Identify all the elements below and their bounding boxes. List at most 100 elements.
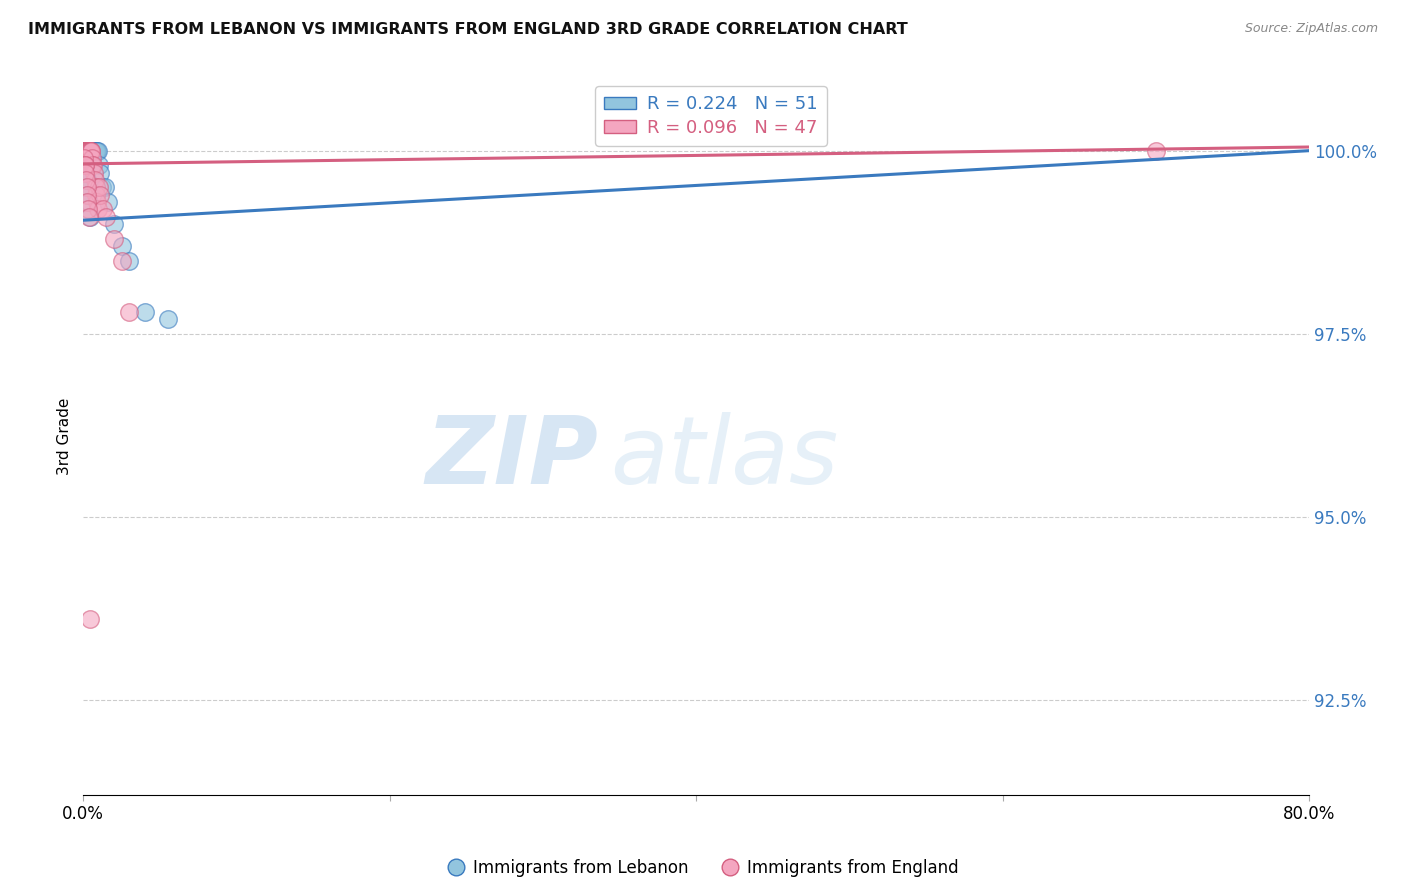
Point <box>110 253 132 268</box>
Point <box>76 144 98 158</box>
Point <box>80 144 103 158</box>
Point <box>87 202 110 217</box>
Point <box>80 144 103 158</box>
Point <box>75 158 97 172</box>
Point <box>134 305 156 319</box>
Text: Source: ZipAtlas.com: Source: ZipAtlas.com <box>1244 22 1378 36</box>
Point <box>77 144 100 158</box>
Point <box>83 166 105 180</box>
Point <box>79 144 101 158</box>
Point <box>91 202 114 217</box>
Point <box>73 151 96 165</box>
Point <box>75 173 97 187</box>
Point <box>75 144 97 158</box>
Point <box>76 173 98 187</box>
Point <box>76 144 98 158</box>
Point <box>79 144 101 158</box>
Point <box>73 144 96 158</box>
Point <box>76 144 98 158</box>
Point <box>86 187 108 202</box>
Point <box>77 144 100 158</box>
Point <box>89 187 111 202</box>
Point <box>73 151 96 165</box>
Point <box>82 144 104 158</box>
Text: ZIP: ZIP <box>425 412 598 504</box>
Point <box>75 144 97 158</box>
Point <box>1144 144 1167 158</box>
Point <box>77 144 100 158</box>
Point <box>79 144 101 158</box>
Point <box>79 612 101 626</box>
Point <box>86 144 108 158</box>
Point <box>76 173 98 187</box>
Point <box>73 158 96 172</box>
Point <box>82 158 104 172</box>
Point <box>89 166 111 180</box>
Point <box>87 144 110 158</box>
Point <box>103 231 125 245</box>
Legend: R = 0.224   N = 51, R = 0.096   N = 47: R = 0.224 N = 51, R = 0.096 N = 47 <box>595 87 827 146</box>
Point <box>77 144 100 158</box>
Point <box>103 217 125 231</box>
Point <box>76 180 98 194</box>
Point <box>79 144 101 158</box>
Point <box>90 180 112 194</box>
Point <box>73 144 96 158</box>
Point <box>76 194 98 209</box>
Point <box>110 239 132 253</box>
Point <box>77 144 100 158</box>
Point <box>93 180 115 194</box>
Point <box>73 158 96 172</box>
Point <box>77 187 100 202</box>
Point <box>83 144 105 158</box>
Point <box>118 305 141 319</box>
Point <box>82 158 104 172</box>
Point <box>82 144 104 158</box>
Point <box>82 144 104 158</box>
Point <box>156 312 179 326</box>
Point <box>86 194 108 209</box>
Point <box>73 151 96 165</box>
Point <box>73 144 96 158</box>
Point <box>76 180 98 194</box>
Point <box>80 144 103 158</box>
Point <box>84 144 107 158</box>
Point <box>86 144 108 158</box>
Text: atlas: atlas <box>610 412 838 503</box>
Point <box>79 144 101 158</box>
Point <box>87 158 110 172</box>
Point <box>79 210 101 224</box>
Point <box>76 144 98 158</box>
Point <box>73 144 96 158</box>
Point <box>77 210 100 224</box>
Point <box>73 158 96 172</box>
Point <box>83 144 105 158</box>
Point <box>75 144 97 158</box>
Point <box>75 166 97 180</box>
Point <box>79 144 101 158</box>
Point <box>75 144 97 158</box>
Point <box>79 144 101 158</box>
Point <box>84 180 107 194</box>
Point <box>96 210 118 224</box>
Point <box>77 144 100 158</box>
Point <box>97 194 120 209</box>
Point <box>75 144 97 158</box>
Point <box>76 144 98 158</box>
Point <box>80 144 103 158</box>
Point <box>83 173 105 187</box>
Point <box>77 144 100 158</box>
Legend: Immigrants from Lebanon, Immigrants from England: Immigrants from Lebanon, Immigrants from… <box>441 853 965 884</box>
Point <box>76 144 98 158</box>
Point <box>80 151 103 165</box>
Y-axis label: 3rd Grade: 3rd Grade <box>58 398 72 475</box>
Point <box>75 166 97 180</box>
Point <box>73 144 96 158</box>
Point <box>77 144 100 158</box>
Point <box>75 144 97 158</box>
Point <box>77 202 100 217</box>
Point <box>75 144 97 158</box>
Point <box>118 253 141 268</box>
Point <box>75 144 97 158</box>
Point <box>77 194 100 209</box>
